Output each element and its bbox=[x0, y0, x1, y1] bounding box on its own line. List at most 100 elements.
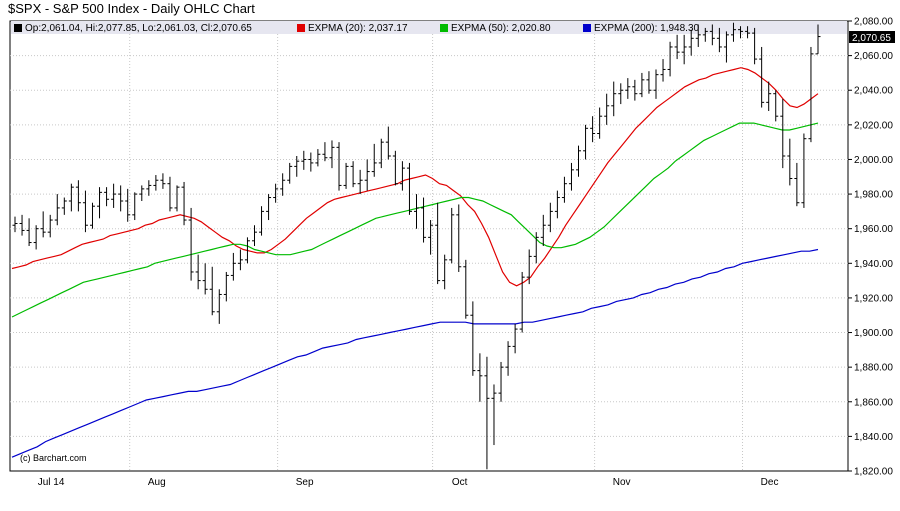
ohlc-bar bbox=[533, 232, 539, 264]
ohlc-bar bbox=[188, 207, 194, 281]
ohlc-bar bbox=[167, 176, 173, 212]
ohlc-bar bbox=[82, 190, 88, 233]
ohlc-bars bbox=[12, 22, 821, 470]
ohlc-bar bbox=[808, 46, 814, 143]
ohlc-bar bbox=[512, 323, 518, 354]
ohlc-bar bbox=[716, 27, 722, 53]
ohlc-bar bbox=[146, 180, 152, 196]
ohlc-bar bbox=[547, 202, 553, 233]
ohlc-bar bbox=[75, 180, 81, 212]
x-tick-label: Dec bbox=[761, 477, 779, 488]
ohlc-bar bbox=[639, 72, 645, 98]
ohlc-bar bbox=[618, 83, 624, 105]
y-tick-label: 1,980.00 bbox=[854, 190, 893, 201]
ohlc-bar bbox=[681, 34, 687, 65]
ohlc-bar bbox=[294, 156, 300, 177]
ohlc-bar bbox=[26, 218, 32, 246]
y-tick-label: 1,820.00 bbox=[854, 467, 893, 478]
ohlc-bar bbox=[526, 249, 532, 285]
ohlc-bar bbox=[89, 202, 95, 229]
ohlc-bar bbox=[597, 107, 603, 139]
ohlc-bar bbox=[773, 90, 779, 122]
ema50-line bbox=[11, 122, 819, 318]
ohlc-bar bbox=[132, 192, 138, 221]
ohlc-bar bbox=[442, 254, 448, 290]
ohlc-bar bbox=[674, 34, 680, 60]
ohlc-bar bbox=[611, 81, 617, 117]
x-tick-label: Sep bbox=[296, 477, 314, 488]
ohlc-bar bbox=[745, 26, 751, 39]
ohlc-bar bbox=[118, 185, 124, 212]
y-tick-label: 2,040.00 bbox=[854, 86, 893, 97]
legend-swatch-ema20 bbox=[297, 24, 305, 32]
ema200-line bbox=[11, 248, 819, 458]
ohlc-bar bbox=[125, 188, 131, 222]
ema20-line bbox=[11, 67, 819, 287]
chart-title: $SPX - S&P 500 Index - Daily OHLC Chart bbox=[8, 1, 255, 16]
ohlc-bar bbox=[33, 225, 39, 250]
ohlc-bar bbox=[463, 259, 469, 319]
legend-swatch-ema200 bbox=[583, 24, 591, 32]
ohlc-bar bbox=[576, 145, 582, 177]
ohlc-bar bbox=[456, 204, 462, 272]
ohlc-bar bbox=[519, 271, 525, 333]
ohlc-bar bbox=[97, 187, 103, 219]
ohlc-bar bbox=[752, 27, 758, 65]
ohlc-bar bbox=[181, 181, 187, 226]
legend-swatch-ema50 bbox=[440, 24, 448, 32]
ohlc-bar bbox=[688, 29, 694, 56]
ohlc-bar bbox=[371, 143, 377, 177]
ohlc-bar bbox=[47, 214, 53, 238]
y-tick-label: 1,860.00 bbox=[854, 397, 893, 408]
ohlc-bar bbox=[738, 26, 744, 39]
plot-area bbox=[9, 20, 849, 472]
legend-ema20: EXPMA (20): 2,037.17 bbox=[308, 23, 408, 34]
ohlc-bar bbox=[794, 162, 800, 207]
ohlc-bar bbox=[230, 252, 236, 281]
y-tick-label: 1,840.00 bbox=[854, 432, 893, 443]
ohlc-bar bbox=[195, 254, 201, 290]
y-tick-label: 2,080.00 bbox=[854, 17, 893, 28]
ohlc-bar bbox=[104, 187, 110, 207]
last-price-box bbox=[849, 31, 895, 43]
ohlc-bar bbox=[484, 356, 490, 470]
x-tick-label: Aug bbox=[148, 477, 166, 488]
ohlc-bar bbox=[428, 220, 434, 255]
ohlc-bar bbox=[68, 183, 74, 212]
ohlc-bar bbox=[237, 249, 243, 271]
y-tick-label: 1,880.00 bbox=[854, 363, 893, 374]
ohlc-bar bbox=[568, 162, 574, 191]
ohlc-bar bbox=[202, 263, 208, 295]
ohlc-bar bbox=[336, 142, 342, 191]
ohlc-bar bbox=[259, 206, 265, 236]
ohlc-bar bbox=[505, 341, 511, 376]
ohlc-bar bbox=[449, 207, 455, 264]
ohlc-bar bbox=[216, 289, 222, 324]
ohlc-bar bbox=[787, 138, 793, 186]
y-tick-label: 1,900.00 bbox=[854, 328, 893, 339]
legend-ohlc: Op:2,061.04, Hi:2,077.85, Lo:2,061.03, C… bbox=[25, 23, 252, 34]
y-tick-label: 2,000.00 bbox=[854, 155, 893, 166]
y-tick-label: 1,960.00 bbox=[854, 224, 893, 235]
ohlc-bar bbox=[470, 301, 476, 376]
ohlc-bar bbox=[583, 124, 589, 160]
grid bbox=[10, 34, 848, 471]
ohlc-bar bbox=[399, 161, 405, 191]
ohlc-bar bbox=[12, 216, 18, 233]
ema-lines bbox=[11, 67, 819, 458]
ohlc-bar bbox=[350, 161, 356, 188]
ohlc-bar bbox=[378, 138, 384, 169]
ohlc-bar bbox=[632, 79, 638, 101]
ohlc-bar bbox=[153, 175, 159, 191]
ohlc-bar bbox=[61, 197, 67, 215]
ohlc-bar bbox=[653, 69, 659, 99]
ohlc-bar bbox=[406, 162, 412, 215]
legend-swatch-ohlc bbox=[14, 24, 22, 32]
ohlc-bar bbox=[780, 98, 786, 169]
ohlc-bar bbox=[498, 361, 504, 402]
ohlc-bar bbox=[540, 214, 546, 246]
ohlc-bar bbox=[244, 237, 250, 264]
ohlc-bar bbox=[174, 185, 180, 212]
ohlc-bar bbox=[604, 93, 610, 125]
